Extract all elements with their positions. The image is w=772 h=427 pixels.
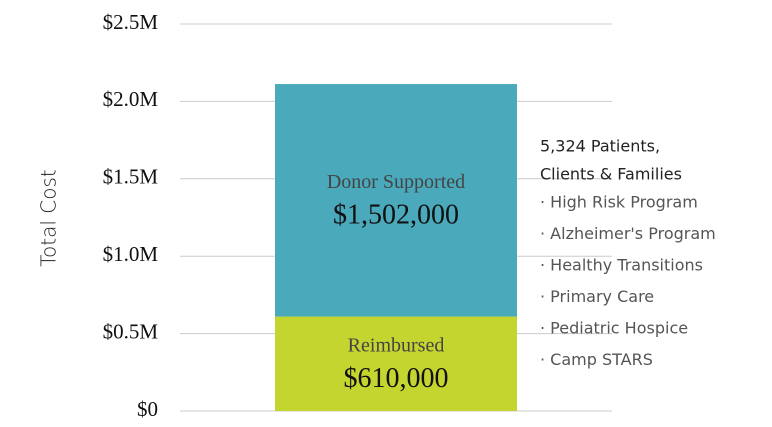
annotation-heading: Clients & Families [540,165,682,184]
y-tick-label: $1.5M [103,165,159,189]
segment-name: Donor Supported [327,171,465,193]
y-tick-label: $0 [137,397,158,421]
annotation-item: · Alzheimer's Program [540,224,716,243]
segment-name: Reimbursed [348,334,445,356]
bar-segment [275,84,517,317]
y-tick-label: $0.5M [103,319,159,343]
annotation-item: · Healthy Transitions [540,256,703,275]
annotation-item: · Pediatric Hospice [540,319,688,338]
segment-value-label: $1,502,000 [333,200,459,231]
bar-segment [275,316,517,411]
y-tick-label: $1.0M [103,242,159,266]
y-tick-label: $2.5M [103,10,159,34]
annotation-item: · Camp STARS [540,350,653,369]
y-axis-label: Total Cost [37,169,61,267]
annotation-heading: 5,324 Patients, [540,137,660,156]
annotation-item: · High Risk Program [540,193,698,212]
segment-value-label: $610,000 [344,363,449,394]
y-tick-label: $2.0M [103,87,159,111]
annotation-item: · Primary Care [540,287,654,306]
